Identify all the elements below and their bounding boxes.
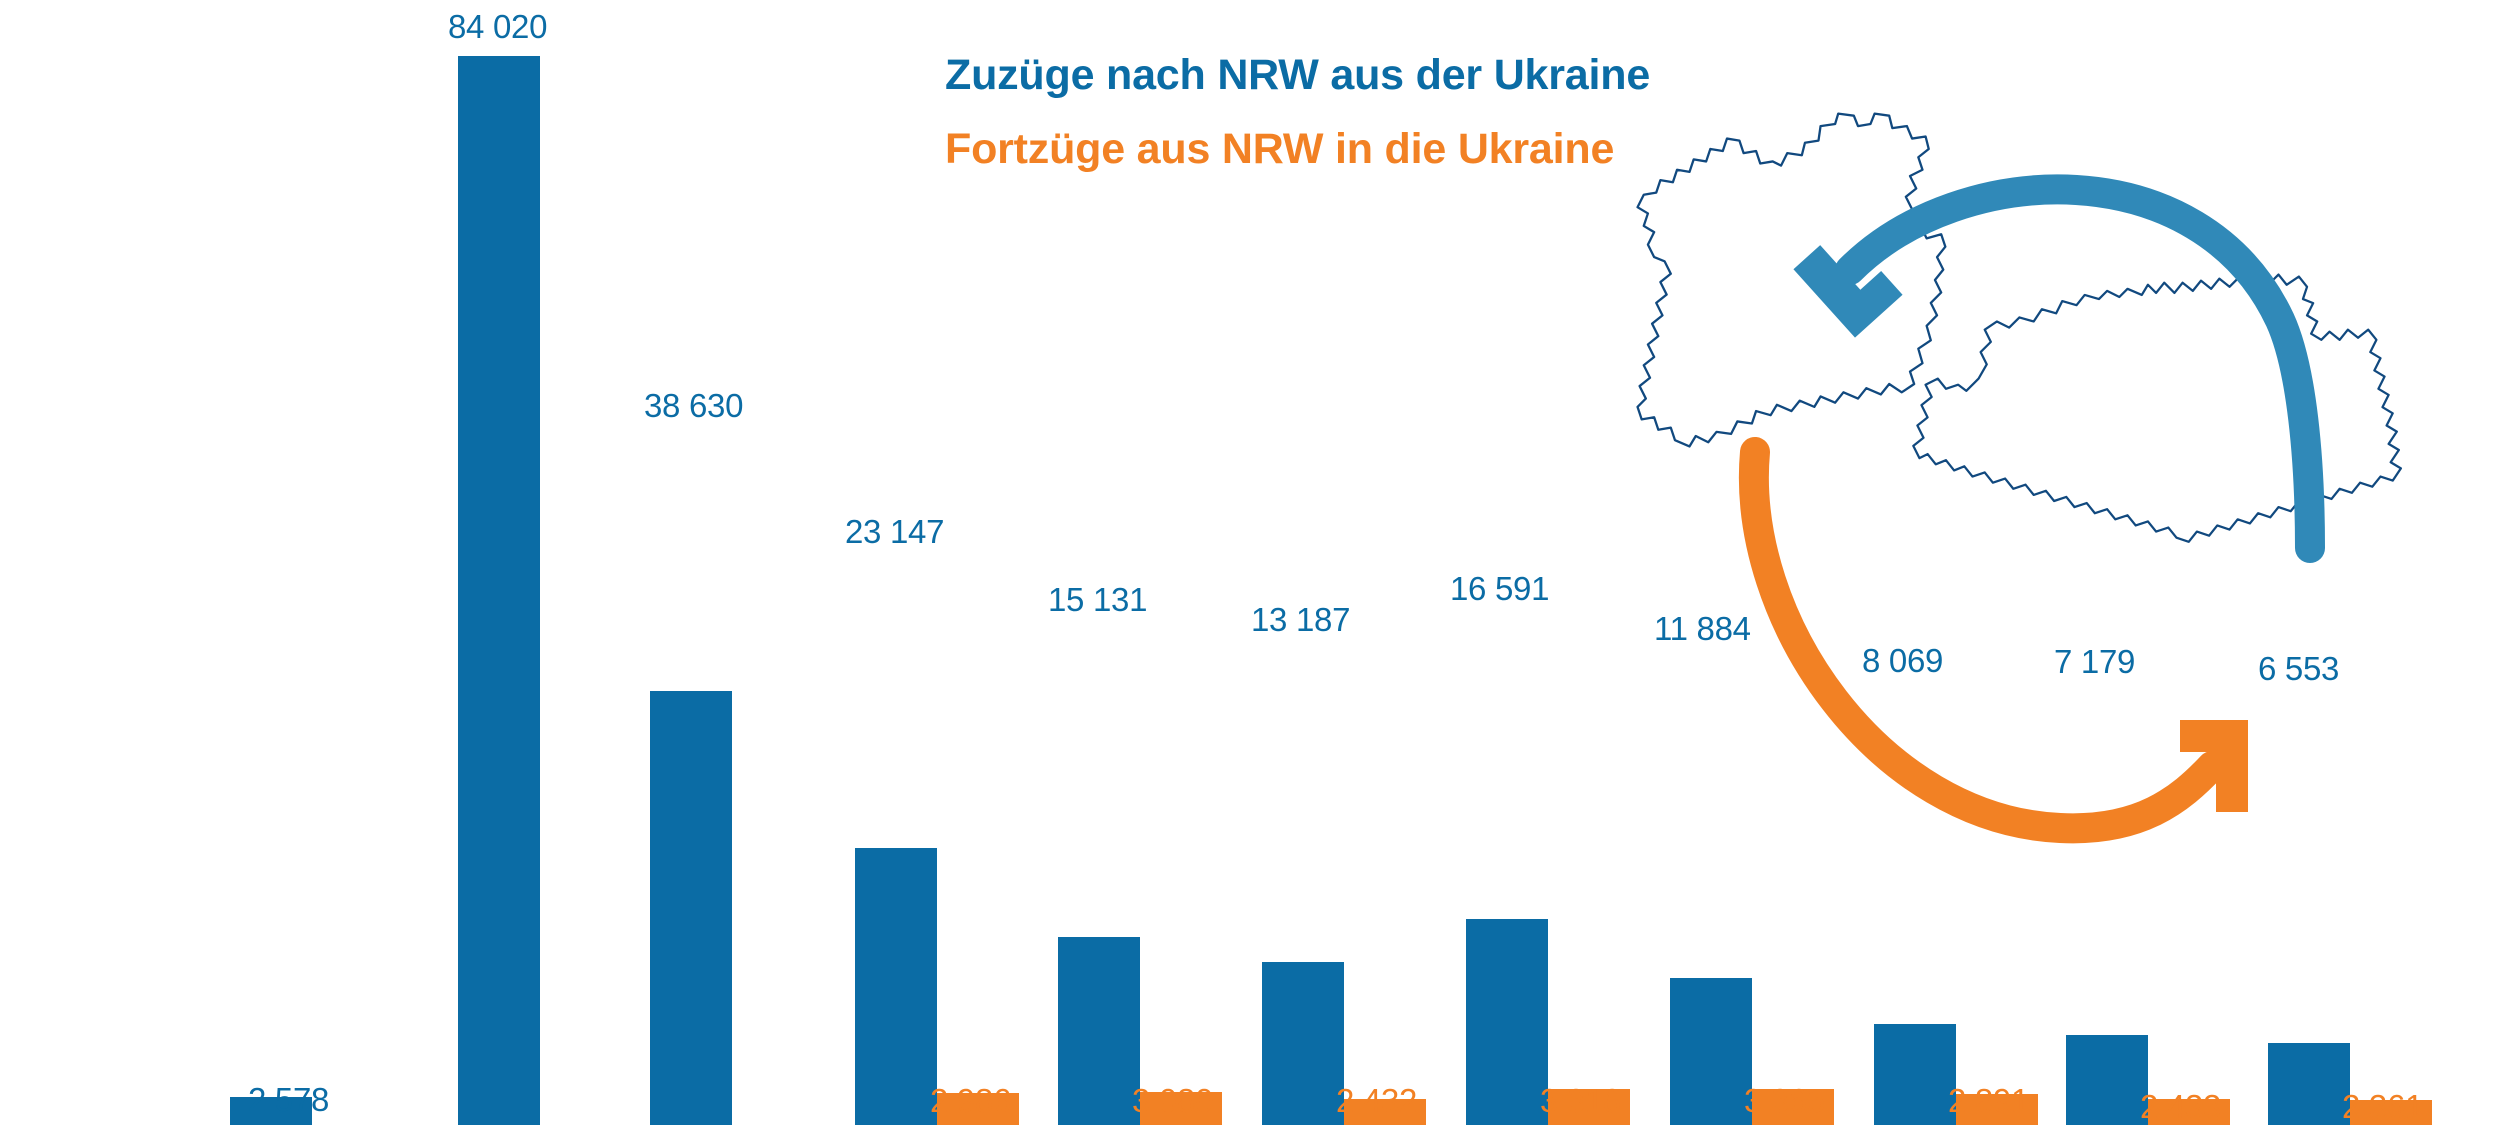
bar-value-label: 3 318	[1540, 1082, 1622, 1119]
bar-outbound[interactable]	[2350, 1100, 2432, 1125]
ukraine-map-outline	[1912, 273, 2403, 543]
bar-value-label: 2 433	[2140, 1088, 2222, 1125]
bar-inbound[interactable]	[458, 56, 540, 1125]
bar-outbound[interactable]	[937, 1093, 1019, 1125]
bar-value-label: 16 591	[1450, 570, 1550, 607]
legend-item-inbound: Zuzüge nach NRW aus der Ukraine	[945, 51, 1651, 99]
bar-inbound[interactable]	[650, 691, 732, 1125]
bar-outbound[interactable]	[2148, 1099, 2230, 1125]
bar-value-label: 23 147	[845, 513, 945, 550]
bar-value-label: 3 365	[1744, 1082, 1826, 1119]
inbound-arrow-ukraine-to-nrw	[1793, 174, 2325, 563]
bar-value-label: 3 080	[1132, 1082, 1214, 1119]
nrw-map-outline	[1636, 112, 1947, 448]
bar-value-label: 2 986	[930, 1082, 1012, 1119]
bar-inbound[interactable]	[1874, 1024, 1956, 1125]
bar-inbound[interactable]	[1466, 919, 1548, 1125]
bar-value-label: 2 891	[1948, 1082, 2030, 1119]
bar-outbound[interactable]	[1548, 1089, 1630, 1125]
bar-value-label: 11 884	[1654, 610, 1751, 647]
bar-value-label: 8 069	[1862, 642, 1944, 679]
bar-outbound[interactable]	[1752, 1089, 1834, 1125]
bar-value-label: 7 179	[2054, 643, 2136, 680]
bar-value-label: 6 553	[2258, 650, 2340, 687]
bar-inbound[interactable]	[855, 848, 937, 1125]
bar-value-label: 15 131	[1048, 581, 1148, 618]
bar-inbound[interactable]	[2066, 1035, 2148, 1125]
bar-outbound[interactable]	[1140, 1092, 1222, 1125]
bar-value-label: 38 630	[644, 387, 744, 424]
bar-inbound[interactable]	[1670, 978, 1752, 1125]
bar-outbound[interactable]	[1344, 1099, 1426, 1125]
chart-legend: Zuzüge nach NRW aus der Ukraine Fortzüge…	[945, 38, 1765, 186]
bar-value-label: 13 187	[1251, 601, 1351, 638]
bar-inbound[interactable]	[2268, 1043, 2350, 1125]
bar-inbound[interactable]	[1058, 937, 1140, 1125]
legend-item-outbound: Fortzüge aus NRW in die Ukraine	[945, 125, 1615, 173]
bar-value-label: 2 361	[2342, 1088, 2424, 1125]
bar-value-label: 2 578	[248, 1081, 330, 1118]
bar-value-label: 2 432	[1336, 1082, 1418, 1119]
migration-map-illustration	[1580, 60, 2500, 844]
bar-inbound[interactable]	[1262, 962, 1344, 1125]
bar-inbound[interactable]	[230, 1097, 312, 1125]
outbound-arrow-nrw-to-ukraine	[1738, 437, 2248, 844]
bar-value-label: 84 020	[448, 8, 548, 45]
bar-outbound[interactable]	[1956, 1094, 2038, 1125]
